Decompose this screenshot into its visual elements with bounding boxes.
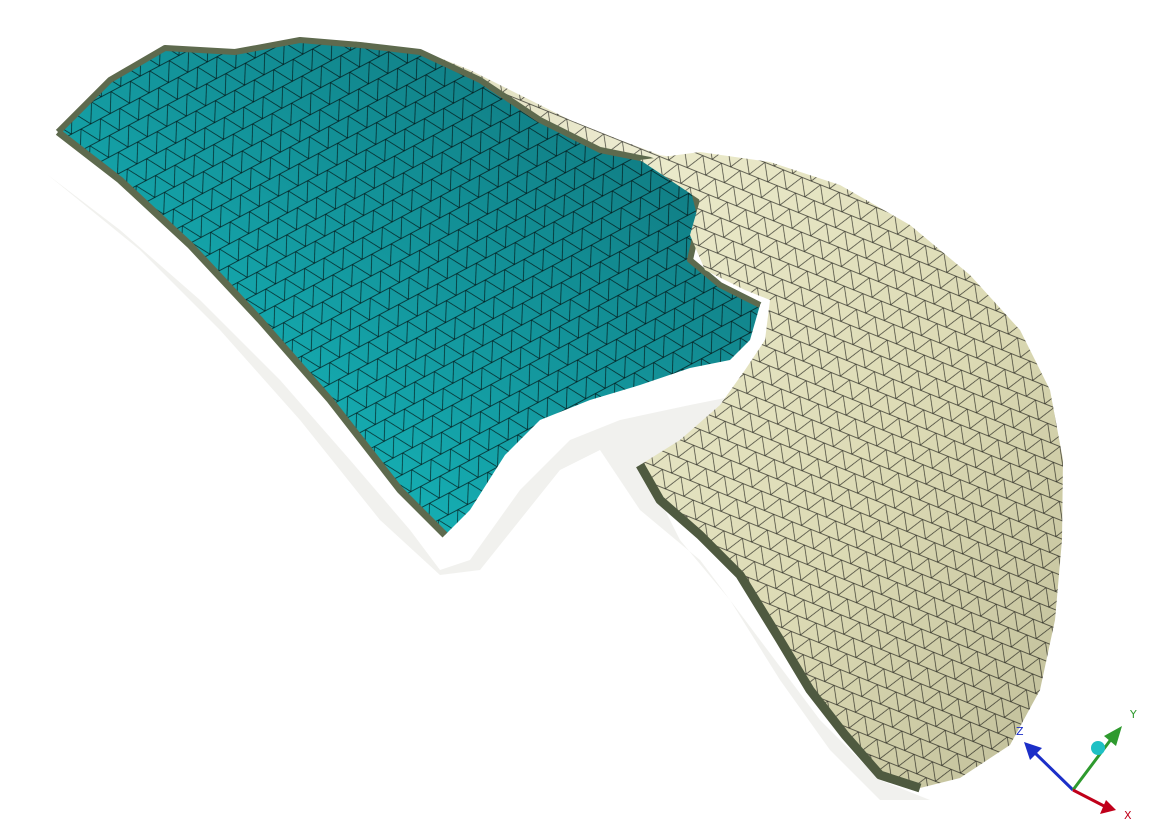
y-axis-label: Y [1129, 708, 1137, 721]
outer-surface-edge [636, 462, 922, 793]
mesh-rim-left [55, 129, 448, 538]
z-axis-label: Z [1016, 725, 1024, 738]
axis-triad: Z Y X [1016, 708, 1137, 822]
x-axis-line [1072, 788, 1105, 808]
x-axis-label: X [1124, 809, 1132, 822]
triad-origin-sphere [1091, 741, 1105, 755]
y-axis-arrow [1104, 726, 1122, 746]
z-axis-line [1032, 750, 1075, 792]
z-axis-arrow [1024, 742, 1042, 760]
x-axis-arrow [1100, 800, 1116, 814]
y-axis-line [1071, 737, 1114, 791]
